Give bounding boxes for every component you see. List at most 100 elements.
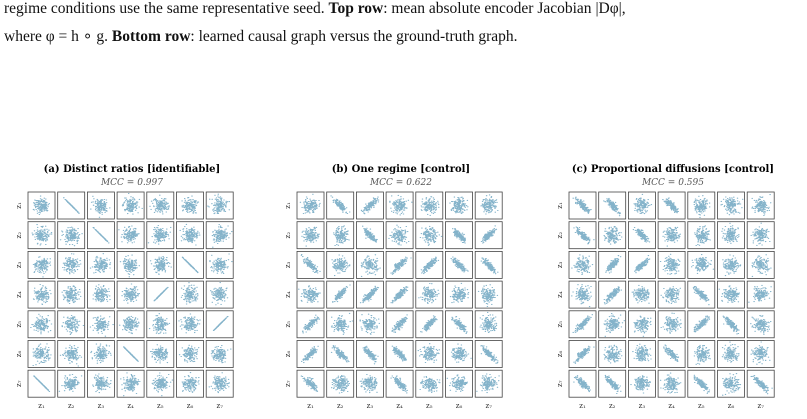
row-label: z₃	[15, 261, 23, 268]
cell-frame	[87, 280, 115, 309]
row-label: z₅	[556, 321, 564, 328]
cell-frame	[326, 191, 355, 220]
scatter-points	[121, 192, 143, 215]
scatter-points	[693, 374, 711, 394]
col-label: z₇	[485, 402, 492, 410]
col-label: z₇	[757, 402, 764, 410]
row-label: z₁	[15, 202, 23, 209]
scatter-points	[178, 344, 200, 363]
cell-frame	[474, 191, 503, 220]
scatter-points	[480, 194, 499, 215]
scatter-points	[59, 344, 83, 367]
scatter-points	[389, 194, 413, 216]
row-label: z₂	[284, 232, 292, 239]
scatter-points	[750, 341, 771, 365]
scatter-points	[89, 315, 114, 337]
scatter-points	[662, 226, 682, 247]
scatter-points	[330, 345, 350, 363]
scatter-points	[123, 346, 139, 362]
row-label: z₇	[284, 380, 292, 387]
scatter-points	[690, 254, 715, 274]
cell-frame	[415, 340, 444, 368]
row-label: z₁	[284, 202, 292, 209]
scatter-points	[751, 254, 772, 277]
col-label: z₃	[98, 402, 105, 410]
col-label: z₄	[396, 402, 403, 410]
scatter-points	[603, 197, 621, 217]
col-label: z₂	[609, 402, 616, 410]
scatter-points	[663, 344, 680, 362]
scatter-points	[750, 222, 771, 246]
scatter-points	[748, 284, 772, 303]
row-label: z₄	[284, 291, 292, 298]
scatter-points	[359, 313, 381, 335]
scatter-points	[302, 314, 321, 334]
scatter-points	[391, 314, 408, 333]
scatter-points	[390, 285, 409, 304]
scatter-points	[300, 254, 321, 274]
scatter-points	[573, 345, 595, 364]
col-label: z₁	[38, 402, 45, 410]
scatter-points	[722, 254, 742, 277]
scatter-points	[605, 255, 622, 274]
scatter-points	[693, 195, 711, 218]
scatter-points	[361, 225, 378, 243]
scatter-points	[92, 373, 112, 394]
scatter-points	[722, 315, 740, 335]
scatter-points	[181, 372, 200, 393]
scatter-points	[32, 343, 52, 367]
scatter-points	[208, 372, 230, 394]
col-label: z₂	[68, 402, 75, 410]
scatter-points	[450, 316, 468, 335]
scatter-points	[477, 284, 499, 308]
scatter-points	[118, 315, 140, 335]
col-label: z₇	[216, 402, 223, 410]
scatter-points	[33, 375, 51, 392]
scatter-points	[420, 196, 440, 216]
scatter-points	[359, 373, 378, 394]
cell-frame	[205, 250, 234, 279]
row-label: z₆	[15, 351, 23, 358]
cell-frame	[415, 280, 444, 309]
cell-frame	[598, 280, 627, 309]
scatter-points	[300, 375, 319, 392]
scatter-points	[420, 315, 438, 333]
col-label: z₃	[367, 402, 374, 410]
scatter-points	[603, 344, 623, 364]
caption-text: where φ = h ∘ g.	[4, 28, 112, 45]
scatter-points	[479, 311, 498, 333]
panel-title: (b) One regime [control]	[332, 164, 470, 175]
caption-text: ,	[621, 0, 626, 17]
scatter-points	[90, 195, 111, 218]
scatter-points	[181, 256, 199, 274]
caption-text: Bottom row	[111, 28, 191, 45]
scatter-points	[480, 345, 499, 364]
scatter-points	[62, 253, 82, 275]
scatter-points	[61, 314, 85, 335]
scatter-points	[32, 283, 52, 306]
scatter-points	[417, 343, 441, 364]
scatter-points	[632, 343, 652, 362]
scatter-points	[149, 256, 172, 275]
cell-frame	[146, 250, 175, 279]
scatter-points	[751, 194, 772, 217]
scatter-points	[147, 224, 172, 245]
cell-frame	[355, 221, 384, 250]
scatter-points	[330, 312, 354, 335]
scatter-points	[632, 226, 651, 243]
scatter-points	[120, 372, 141, 397]
col-label: z₆	[728, 402, 735, 410]
scatter-points	[721, 341, 740, 363]
scatter-points	[149, 194, 170, 215]
scatter-points	[718, 285, 741, 303]
scatter-points	[480, 257, 499, 275]
scatter-points	[693, 315, 711, 333]
scatter-points	[149, 344, 169, 364]
scatter-points	[331, 254, 351, 277]
scatter-points	[659, 253, 681, 275]
scatter-points	[390, 256, 412, 275]
scatter-points	[750, 374, 773, 395]
caption-text: : learned causal graph versus the ground…	[190, 28, 518, 45]
scatter-points	[603, 286, 623, 305]
scatter-points	[603, 313, 626, 337]
